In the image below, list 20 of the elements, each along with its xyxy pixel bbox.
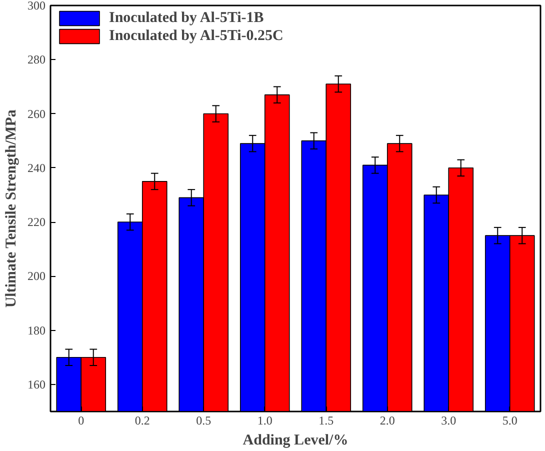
x-axis-title: Adding Level/% — [242, 432, 348, 448]
x-tick-label: 2.0 — [380, 414, 395, 428]
y-tick-label: 300 — [28, 0, 46, 12]
y-tick-label: 220 — [28, 215, 46, 230]
legend-label: Inoculated by Al-5Ti-1B — [109, 10, 264, 26]
x-tick-label: 0.2 — [134, 414, 150, 428]
y-tick-label: 200 — [28, 269, 46, 284]
legend-label: Inoculated by Al-5Ti-0.25C — [109, 28, 284, 44]
y-axis-title: Ultimate Tensile Strength/MPa — [4, 109, 20, 308]
x-tick-label: 0 — [78, 414, 84, 428]
x-tick-label: 1.0 — [257, 414, 272, 428]
y-tick-label: 160 — [28, 377, 46, 392]
y-tick-label: 240 — [28, 160, 46, 175]
x-tick-label: 1.5 — [318, 414, 334, 428]
x-tick-label: 3.0 — [441, 414, 456, 428]
x-tick-label: 0.5 — [196, 414, 212, 428]
y-tick-label: 260 — [28, 106, 46, 121]
y-tick-label: 180 — [28, 323, 46, 338]
x-tick-label: 5.0 — [502, 414, 518, 428]
y-tick-label: 280 — [28, 52, 46, 67]
